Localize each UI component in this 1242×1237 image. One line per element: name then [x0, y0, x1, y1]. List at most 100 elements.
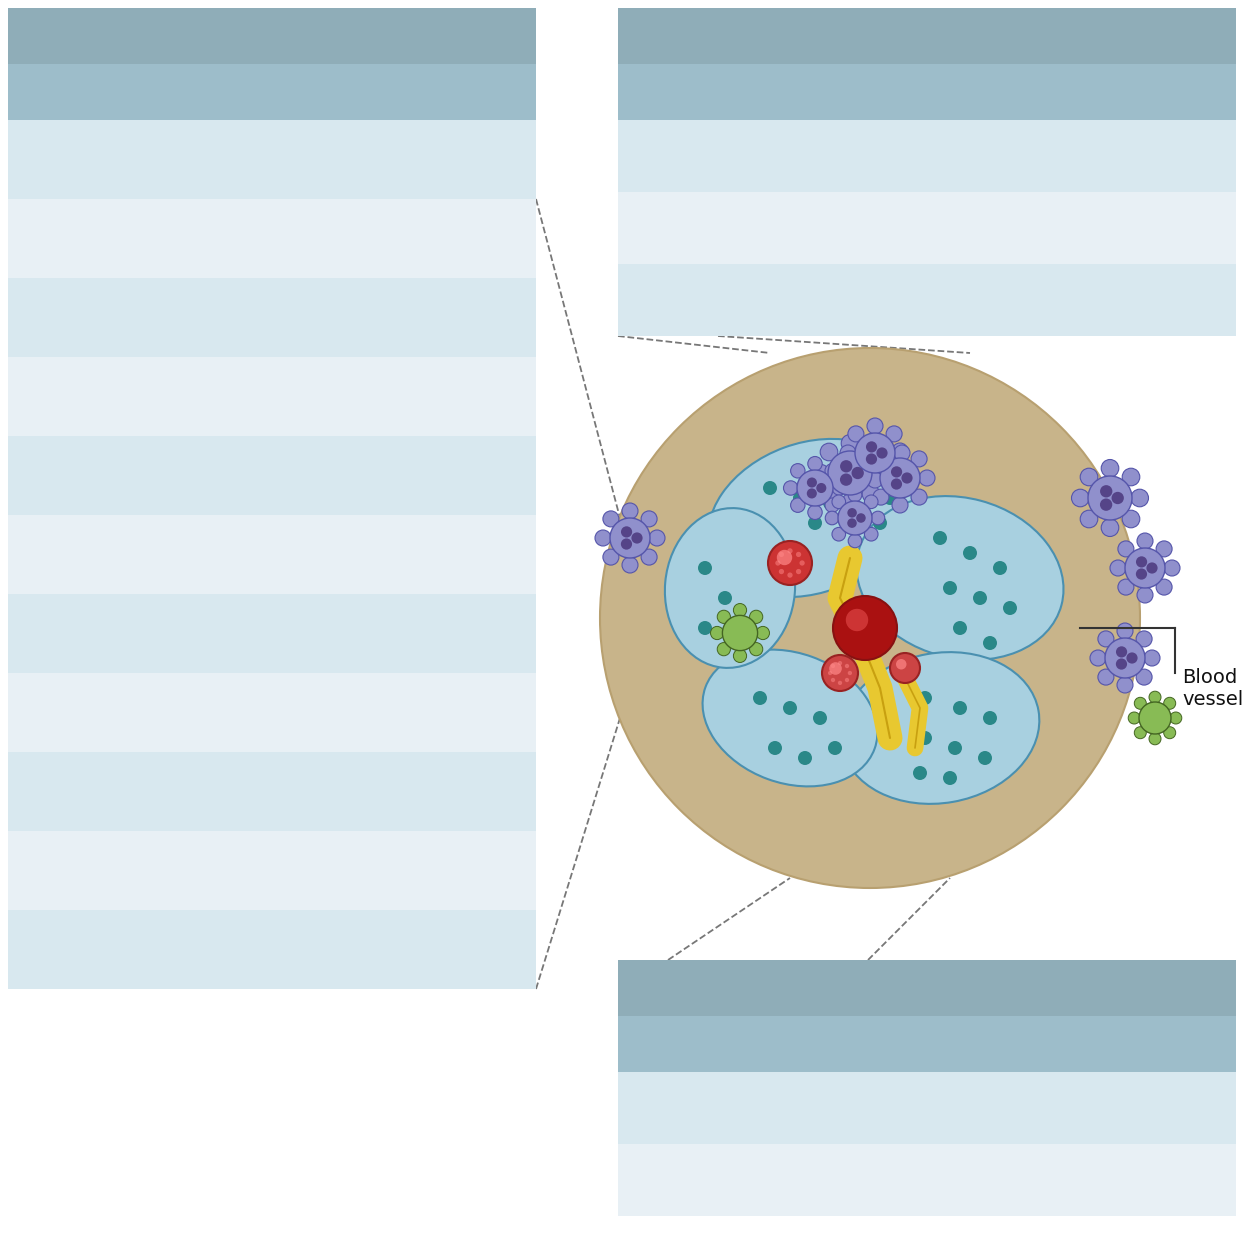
Text: 47,48: 47,48	[358, 621, 410, 640]
FancyBboxPatch shape	[619, 1072, 1236, 1144]
Circle shape	[1156, 541, 1172, 557]
Circle shape	[622, 503, 638, 520]
Circle shape	[1125, 548, 1165, 588]
Circle shape	[796, 569, 801, 574]
Circle shape	[1115, 658, 1126, 669]
Circle shape	[847, 508, 857, 517]
Circle shape	[864, 470, 881, 486]
Circle shape	[841, 494, 858, 512]
Circle shape	[1128, 713, 1140, 724]
Circle shape	[918, 691, 932, 705]
Circle shape	[891, 653, 920, 683]
Circle shape	[1100, 499, 1113, 511]
Text: NSCLC: NSCLC	[632, 1166, 720, 1192]
Circle shape	[883, 491, 897, 505]
Text: 60,61: 60,61	[358, 385, 409, 402]
Circle shape	[1149, 691, 1161, 703]
Text: ↓↓↓: ↓↓↓	[238, 857, 304, 883]
Circle shape	[622, 557, 638, 573]
Text: ↓: ↓	[238, 936, 260, 962]
Circle shape	[873, 452, 889, 466]
Circle shape	[733, 604, 746, 617]
Circle shape	[787, 573, 792, 578]
Circle shape	[864, 527, 878, 541]
Text: Gastric: Gastric	[22, 621, 116, 647]
Text: NSCLC: NSCLC	[22, 383, 111, 409]
FancyBboxPatch shape	[7, 831, 537, 910]
Circle shape	[838, 680, 842, 685]
Text: 44,76: 44,76	[358, 306, 410, 324]
Circle shape	[1081, 468, 1098, 486]
FancyBboxPatch shape	[7, 435, 537, 515]
FancyBboxPatch shape	[619, 64, 1236, 120]
Circle shape	[750, 642, 763, 656]
Circle shape	[892, 443, 908, 459]
Text: Refs: Refs	[977, 1030, 1043, 1056]
Circle shape	[1102, 518, 1119, 537]
Circle shape	[1146, 563, 1158, 574]
Circle shape	[1102, 459, 1119, 477]
Circle shape	[1118, 579, 1134, 595]
Circle shape	[1139, 703, 1171, 734]
Circle shape	[1149, 732, 1161, 745]
Circle shape	[852, 466, 864, 479]
Text: ↓↓: ↓↓	[238, 542, 282, 568]
FancyBboxPatch shape	[619, 263, 1236, 336]
Circle shape	[756, 626, 770, 640]
FancyBboxPatch shape	[7, 673, 537, 752]
Circle shape	[871, 464, 888, 481]
Circle shape	[1072, 489, 1089, 507]
Circle shape	[1164, 698, 1176, 709]
Circle shape	[825, 511, 838, 524]
Circle shape	[799, 751, 812, 764]
Circle shape	[841, 434, 858, 452]
FancyBboxPatch shape	[7, 64, 537, 120]
Circle shape	[982, 711, 997, 725]
FancyBboxPatch shape	[7, 199, 537, 278]
Circle shape	[845, 664, 850, 668]
Circle shape	[1164, 560, 1180, 576]
Circle shape	[871, 511, 884, 524]
Ellipse shape	[703, 649, 877, 787]
Circle shape	[710, 626, 724, 640]
Circle shape	[807, 456, 822, 471]
Circle shape	[1098, 669, 1114, 685]
Circle shape	[1117, 677, 1133, 693]
Circle shape	[698, 562, 712, 575]
Text: OS: OS	[848, 1030, 889, 1056]
Circle shape	[1131, 489, 1149, 507]
Text: Stromal: Stromal	[632, 974, 761, 1002]
Circle shape	[797, 470, 833, 506]
Circle shape	[717, 642, 730, 656]
Circle shape	[1112, 492, 1124, 505]
Ellipse shape	[841, 652, 1040, 804]
Text: 63: 63	[977, 1096, 1001, 1115]
Text: 50: 50	[358, 779, 381, 798]
Circle shape	[994, 562, 1007, 575]
Circle shape	[867, 473, 883, 489]
Text: ↑↓: ↑↓	[238, 621, 282, 647]
Circle shape	[830, 662, 842, 675]
Circle shape	[982, 636, 997, 649]
Text: CRC: CRC	[22, 463, 76, 489]
Circle shape	[602, 549, 619, 565]
Circle shape	[822, 656, 858, 691]
Circle shape	[1144, 649, 1160, 666]
Circle shape	[895, 659, 907, 669]
Circle shape	[843, 511, 857, 524]
Text: Blood
vessel: Blood vessel	[1182, 668, 1242, 709]
FancyBboxPatch shape	[619, 1144, 1236, 1216]
Circle shape	[779, 552, 784, 557]
Circle shape	[832, 527, 846, 541]
Circle shape	[828, 670, 832, 675]
FancyBboxPatch shape	[7, 7, 537, 64]
Circle shape	[864, 495, 878, 508]
Circle shape	[953, 621, 968, 635]
Circle shape	[807, 505, 822, 520]
Text: –: –	[848, 215, 861, 241]
Text: ESCC: ESCC	[22, 936, 92, 962]
Circle shape	[791, 464, 805, 477]
Circle shape	[610, 518, 650, 558]
Circle shape	[838, 661, 842, 666]
Circle shape	[832, 495, 846, 508]
